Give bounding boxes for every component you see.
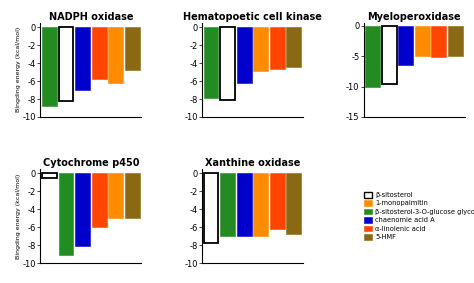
Bar bbox=[415, 26, 430, 56]
Bar bbox=[75, 173, 90, 246]
Bar bbox=[237, 27, 252, 83]
Bar bbox=[42, 173, 57, 178]
Bar bbox=[270, 173, 285, 229]
Bar bbox=[220, 173, 235, 236]
Bar bbox=[286, 173, 301, 234]
Bar bbox=[203, 27, 219, 98]
Bar bbox=[431, 26, 447, 57]
Bar bbox=[58, 173, 73, 255]
Bar bbox=[108, 173, 123, 218]
Bar bbox=[253, 173, 268, 236]
Bar bbox=[398, 26, 413, 65]
Bar bbox=[125, 27, 140, 70]
Y-axis label: Bingding energy (kcal/mol): Bingding energy (kcal/mol) bbox=[16, 173, 21, 259]
Bar bbox=[220, 27, 235, 100]
Bar bbox=[253, 27, 268, 71]
Bar bbox=[91, 173, 107, 227]
Bar bbox=[75, 27, 90, 90]
Title: NADPH oxidase: NADPH oxidase bbox=[48, 12, 133, 22]
Bar bbox=[108, 27, 123, 83]
Title: Myeloperoxidase: Myeloperoxidase bbox=[367, 12, 461, 22]
Bar bbox=[448, 26, 463, 56]
Bar bbox=[125, 173, 140, 218]
Title: Cytochrome p450: Cytochrome p450 bbox=[43, 158, 139, 168]
Title: Hematopoetic cell kinase: Hematopoetic cell kinase bbox=[183, 12, 322, 22]
Bar bbox=[270, 27, 285, 69]
Legend: β-sitosterol, 1-monopalmitin, β-sitosterol-3-O-glucose glycosides, chaenomie aci: β-sitosterol, 1-monopalmitin, β-sitoster… bbox=[362, 189, 474, 243]
Bar bbox=[237, 173, 252, 236]
Bar bbox=[42, 27, 57, 106]
Bar bbox=[58, 27, 73, 101]
Bar bbox=[365, 26, 380, 87]
Bar bbox=[382, 26, 397, 83]
Title: Xanthine oxidase: Xanthine oxidase bbox=[205, 158, 300, 168]
Bar bbox=[203, 173, 219, 243]
Bar bbox=[91, 27, 107, 79]
Y-axis label: Bingding energy (kcal/mol): Bingding energy (kcal/mol) bbox=[16, 27, 21, 112]
Bar bbox=[286, 27, 301, 67]
